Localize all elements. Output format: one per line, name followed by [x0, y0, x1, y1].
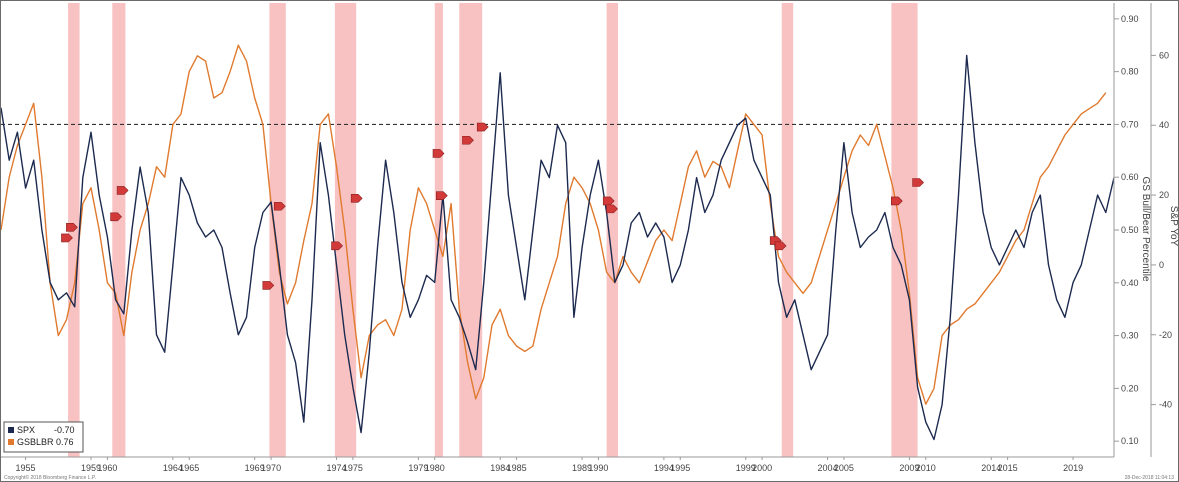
right-tick-label: -40	[1159, 400, 1172, 410]
signal-marker-16	[774, 241, 787, 251]
recession-bands	[68, 3, 918, 457]
signal-marker-1	[61, 233, 73, 243]
signal-marker-12	[476, 122, 489, 132]
left-tick-label: 0.10	[1121, 436, 1139, 446]
series-layer	[1, 44, 1115, 441]
left-tick-label: 0.50	[1121, 225, 1139, 235]
right-tick-label: 40	[1159, 120, 1169, 130]
x-tick-label: 2015	[998, 463, 1018, 473]
x-tick-label: 1995	[670, 463, 690, 473]
series-line-gsblbr	[1, 44, 1107, 405]
x-tick-label: 1964	[163, 463, 183, 473]
right-tick-label: 20	[1159, 190, 1169, 200]
x-tick-label: 1984	[490, 463, 510, 473]
right-axis-title: S&P YoY	[1168, 206, 1178, 247]
signal-marker-2	[66, 223, 78, 232]
signal-marker-14	[606, 204, 618, 214]
signal-markers	[61, 122, 925, 290]
left-tick-label: 0.20	[1121, 383, 1139, 393]
signal-marker-5	[262, 281, 275, 290]
x-tick-label: 1965	[179, 463, 199, 473]
recession-band-5	[434, 3, 443, 457]
x-tick-label: 1960	[97, 463, 117, 473]
x-tick-label: 1989	[572, 463, 592, 473]
signal-marker-6	[273, 201, 286, 211]
legend-swatch-gsblbr	[8, 439, 14, 445]
signal-marker-4	[116, 186, 129, 195]
x-tick-label: 2000	[752, 463, 772, 473]
left-tick-label: 0.30	[1121, 331, 1139, 341]
signal-marker-18	[912, 178, 925, 187]
x-tick-label: 1979	[408, 463, 428, 473]
signal-marker-9	[432, 149, 445, 158]
left-tick-label: 0.60	[1121, 172, 1139, 182]
x-tick-label: 1975	[343, 463, 363, 473]
plot-area	[2, 2, 1114, 457]
x-tick-label: 2005	[834, 463, 854, 473]
legend-label-gsblbr: GSBLBR	[17, 437, 54, 447]
signal-marker-11	[462, 135, 474, 145]
legend-value-gsblbr: 0.76	[56, 437, 74, 447]
x-tick-label: 1990	[588, 463, 608, 473]
x-tick-label: 1974	[327, 463, 347, 473]
signal-marker-8	[350, 194, 363, 203]
timestamp-note: 28-Dec-2018 11:04:13	[1125, 475, 1175, 481]
x-tick-label: 1994	[654, 463, 674, 473]
recession-band-8	[781, 3, 794, 457]
x-tick-label: 1999	[736, 463, 756, 473]
left-axis-ticks: 0.10 0.20 0.30 0.40 0.50 0.60 0.70 0.80 0.90	[1114, 14, 1139, 446]
x-tick-label: 1955	[16, 463, 36, 473]
left-axis-title: GS Bull/Bear Percentile	[1140, 176, 1151, 281]
recession-band-6	[459, 3, 483, 457]
left-tick-label: 0.90	[1121, 14, 1139, 24]
signal-marker-7	[331, 241, 343, 251]
x-tick-label: 2019	[1063, 463, 1083, 473]
signal-marker-3	[110, 212, 122, 222]
recession-band-9	[891, 3, 918, 457]
x-tick-label: 2010	[916, 463, 936, 473]
signal-marker-13	[602, 196, 615, 206]
legend-label-spx: SPX	[17, 425, 35, 435]
recession-band-3	[269, 3, 286, 457]
x-tick-label: 2014	[981, 463, 1001, 473]
right-tick-label: 0	[1159, 260, 1164, 270]
x-tick-label: 1985	[507, 463, 527, 473]
legend-value-spx: -0.70	[54, 425, 75, 435]
x-tick-label: 1969	[245, 463, 265, 473]
series-line-spx	[1, 54, 1115, 441]
left-tick-label: 0.70	[1121, 119, 1139, 129]
x-tick-label: 1970	[261, 463, 281, 473]
recession-band-7	[606, 3, 619, 457]
x-tick-label: 2009	[899, 463, 919, 473]
right-axis-ticks: -40 -20 0 20 40 60	[1151, 50, 1172, 410]
right-tick-label: -20	[1159, 330, 1172, 340]
x-tick-label: 1980	[425, 463, 445, 473]
recession-band-4	[334, 3, 357, 457]
signal-marker-10	[435, 191, 448, 200]
recession-band-2	[112, 3, 126, 457]
right-tick-label: 60	[1159, 50, 1169, 60]
legend: SPX -0.70 GSBLBR 0.76	[3, 421, 84, 453]
left-tick-label: 0.40	[1121, 278, 1139, 288]
x-tick-label: 2004	[818, 463, 838, 473]
copyright-note: Copyright© 2018 Bloomberg Finance L.P.	[4, 474, 96, 481]
left-tick-label: 0.80	[1121, 67, 1139, 77]
signal-marker-17	[891, 196, 903, 206]
legend-swatch-spx	[8, 427, 14, 433]
x-tick-label: 1959	[81, 463, 101, 473]
